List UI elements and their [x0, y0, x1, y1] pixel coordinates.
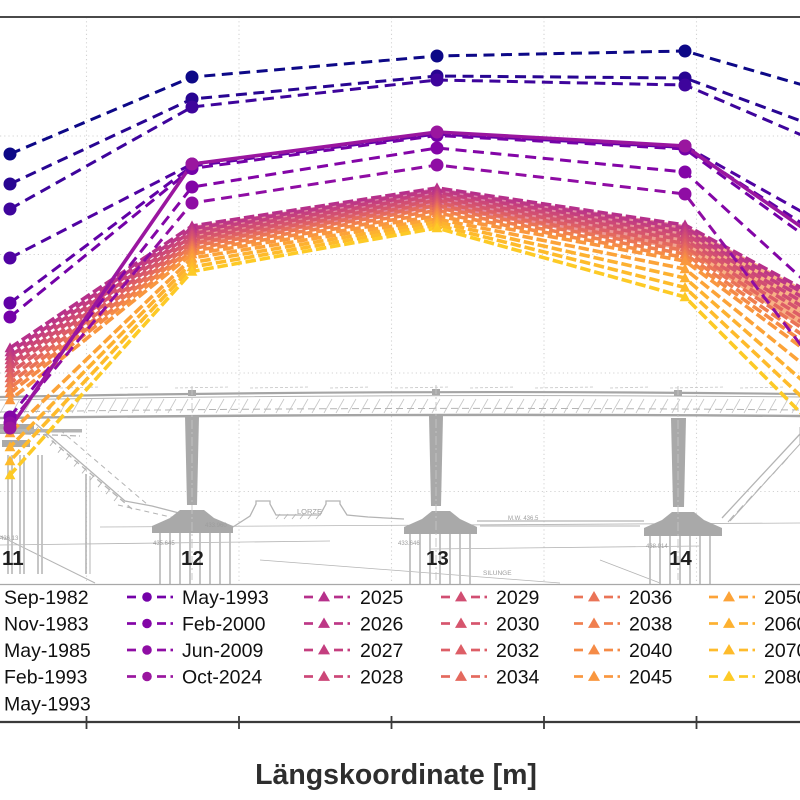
svg-text:438.914: 438.914	[646, 544, 668, 550]
svg-text:2034: 2034	[496, 667, 540, 689]
svg-text:2070: 2070	[764, 640, 800, 662]
svg-text:May-1993: May-1993	[4, 694, 91, 716]
svg-text:2030: 2030	[496, 614, 540, 636]
svg-text:14: 14	[669, 547, 692, 570]
svg-text:M.W. 436.5: M.W. 436.5	[508, 516, 539, 522]
svg-text:SILUNGE: SILUNGE	[483, 570, 512, 577]
svg-text:Feb-1993: Feb-1993	[4, 667, 87, 689]
svg-text:2032: 2032	[496, 640, 539, 662]
svg-text:2080: 2080	[764, 667, 800, 689]
svg-text:433.960: 433.960	[205, 523, 227, 529]
svg-text:12: 12	[181, 547, 204, 570]
svg-text:Nov-1983: Nov-1983	[4, 614, 89, 636]
svg-text:2025: 2025	[360, 587, 404, 609]
svg-text:May-1993: May-1993	[182, 587, 269, 609]
svg-text:2050: 2050	[764, 587, 800, 609]
svg-text:2045: 2045	[629, 667, 673, 689]
svg-text:LORZE: LORZE	[297, 507, 322, 516]
svg-text:2040: 2040	[629, 640, 673, 662]
svg-text:2060: 2060	[764, 614, 800, 636]
svg-text:Jun-2009: Jun-2009	[182, 640, 263, 662]
svg-text:2026: 2026	[360, 614, 403, 636]
svg-text:436.13: 436.13	[0, 536, 19, 542]
svg-text:435.645: 435.645	[153, 541, 175, 547]
svg-text:2029: 2029	[496, 587, 539, 609]
svg-text:May-1985: May-1985	[4, 640, 91, 662]
svg-text:2027: 2027	[360, 640, 403, 662]
svg-text:Längskoordinate [m]: Längskoordinate [m]	[255, 759, 537, 791]
svg-text:2038: 2038	[629, 614, 672, 636]
svg-text:433.646: 433.646	[398, 541, 420, 547]
svg-text:2028: 2028	[360, 667, 403, 689]
svg-text:2036: 2036	[629, 587, 672, 609]
svg-text:11: 11	[2, 547, 24, 570]
svg-text:Sep-1982: Sep-1982	[4, 587, 89, 609]
svg-text:13: 13	[426, 547, 449, 570]
svg-text:Oct-2024: Oct-2024	[182, 667, 262, 689]
svg-text:Feb-2000: Feb-2000	[182, 614, 266, 636]
